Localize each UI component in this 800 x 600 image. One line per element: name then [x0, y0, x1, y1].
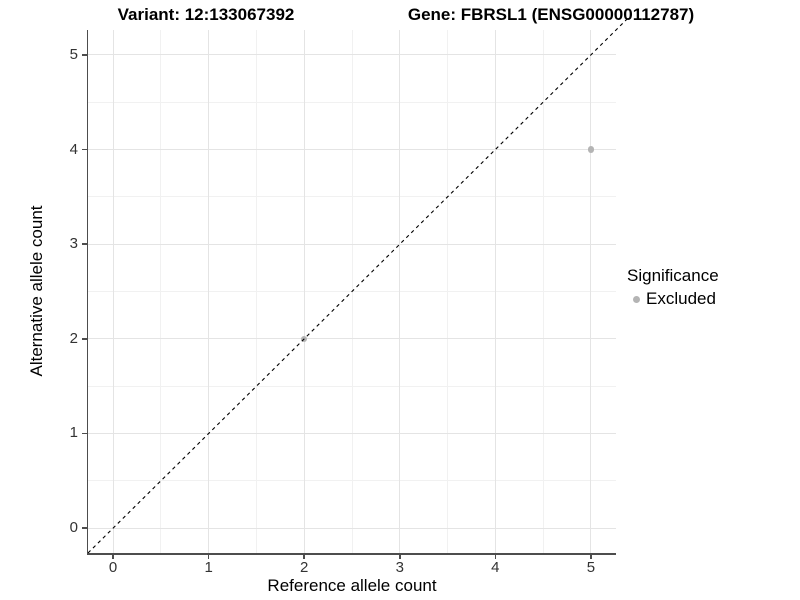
legend: Significance Excluded [627, 266, 719, 309]
plot-title-gene: Gene: FBRSL1 (ENSG00000112787) [407, 5, 695, 24]
gridline-y-minor [88, 291, 616, 292]
gridline-y-major [88, 527, 616, 529]
y-tick-mark [82, 338, 87, 340]
legend-title: Significance [627, 266, 719, 285]
y-tick-label: 0 [69, 519, 78, 537]
legend-point-swatch-icon [633, 295, 640, 303]
y-tick-label: 2 [69, 329, 78, 347]
y-tick-label: 1 [69, 424, 78, 442]
gridline-x-major [399, 30, 401, 553]
x-tick-label: 4 [491, 559, 500, 576]
x-tick-label: 5 [586, 559, 596, 576]
x-axis-line [86, 553, 616, 555]
data-point [587, 146, 595, 153]
gridline-x-major [303, 30, 305, 553]
x-tick-label: 0 [108, 559, 118, 576]
y-axis-title: Alternative allele count [27, 205, 46, 377]
y-tick-mark [82, 243, 87, 245]
gridline-y-major [88, 432, 616, 434]
x-tick-mark [399, 554, 401, 559]
gridline-x-major [208, 30, 210, 553]
plot-title-variant: Variant: 12:133067392 [117, 5, 295, 24]
x-tick-label: 3 [395, 559, 404, 576]
x-axis-title: Reference allele count [267, 576, 437, 595]
x-tick-mark [112, 554, 114, 559]
gridline-x-major [590, 30, 592, 553]
gridline-y-major [88, 54, 616, 56]
gridline-y-minor [88, 101, 616, 103]
y-tick-label: 5 [69, 45, 78, 63]
y-tick-mark [82, 148, 87, 151]
x-tick-mark [207, 554, 210, 559]
gridline-y-major [88, 149, 616, 150]
gridline-y-major [88, 243, 616, 245]
gridline-x-major [494, 30, 496, 553]
gridline-x-major [112, 30, 114, 553]
x-tick-mark [590, 554, 592, 559]
x-tick-mark [303, 554, 305, 559]
x-tick-label: 1 [204, 559, 213, 576]
x-tick-mark [494, 554, 497, 559]
y-tick-label: 3 [69, 235, 78, 253]
gridline-y-major [88, 338, 616, 340]
legend-entry-label: Excluded [646, 289, 716, 308]
y-tick-label: 4 [69, 140, 78, 158]
y-tick-mark [82, 54, 87, 56]
y-tick-mark [82, 432, 87, 435]
x-tick-label: 2 [300, 559, 309, 576]
gridline-y-minor [88, 480, 616, 482]
gridline-y-minor [88, 196, 616, 198]
y-axis-line [86, 30, 88, 555]
gridline-y-minor [88, 385, 616, 387]
data-point [300, 335, 308, 343]
legend-entry-excluded: Excluded [627, 289, 719, 309]
plot-panel [88, 30, 616, 553]
y-tick-mark [82, 527, 87, 529]
